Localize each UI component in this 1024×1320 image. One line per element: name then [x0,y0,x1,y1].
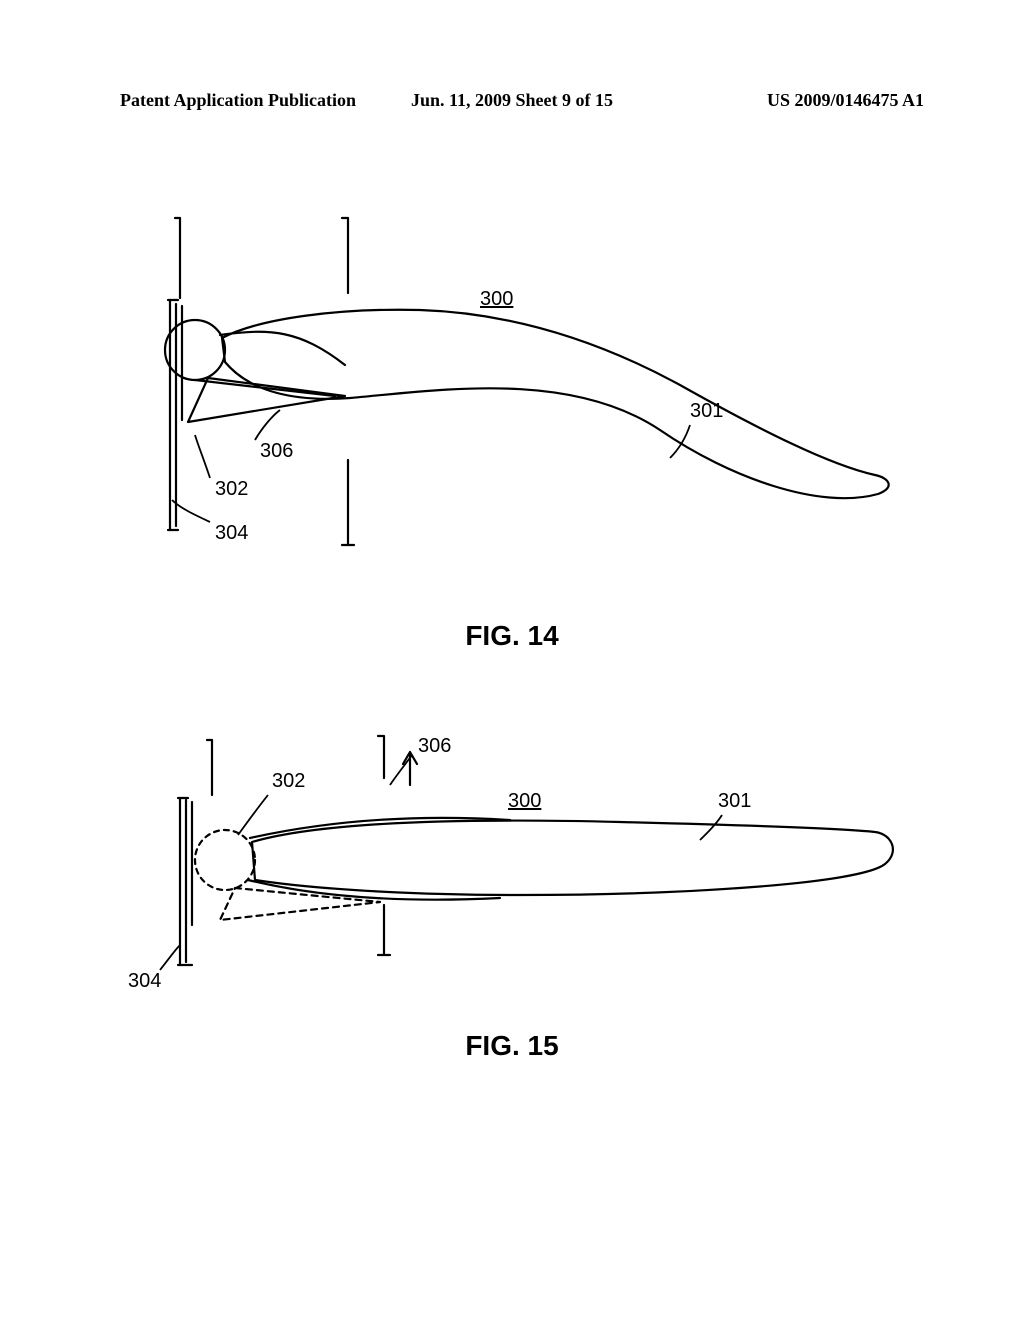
leader-304-15 [160,945,180,970]
leader-306-15 [390,755,412,785]
fig15-label: FIG. 15 [465,1030,558,1062]
leader-301-15 [700,815,722,840]
fig15-leaders [0,0,1024,1320]
leader-302-15 [238,795,268,835]
